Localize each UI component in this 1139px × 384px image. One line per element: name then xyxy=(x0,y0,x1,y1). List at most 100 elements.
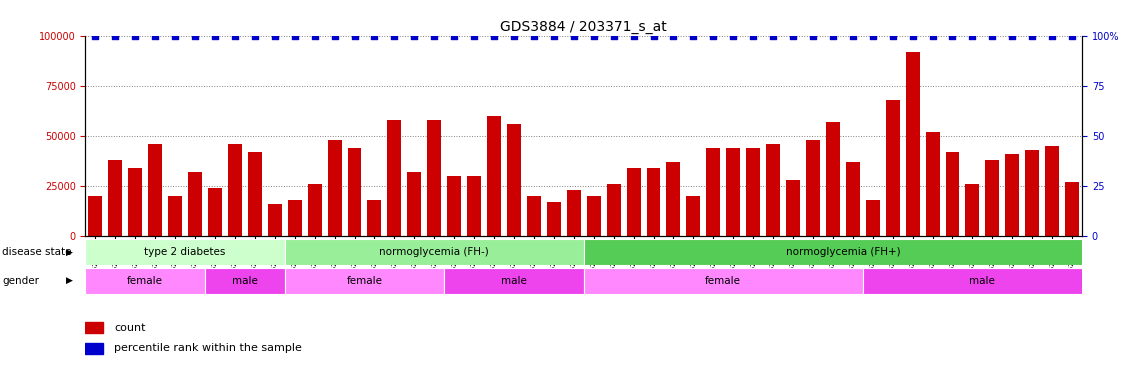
Bar xyxy=(448,176,461,236)
Text: female: female xyxy=(705,276,741,286)
Bar xyxy=(188,172,202,236)
Point xyxy=(724,33,743,40)
Bar xyxy=(228,144,241,236)
Bar xyxy=(285,268,444,294)
Point xyxy=(884,33,902,40)
Text: gender: gender xyxy=(2,276,39,286)
Bar xyxy=(328,140,342,236)
Bar xyxy=(169,196,182,236)
Text: ▶: ▶ xyxy=(66,276,73,285)
Bar xyxy=(427,120,441,236)
Bar xyxy=(208,188,222,236)
Bar xyxy=(607,184,621,236)
Bar xyxy=(129,168,142,236)
Bar xyxy=(268,204,281,236)
Bar xyxy=(547,202,560,236)
Bar xyxy=(647,168,661,236)
Point xyxy=(425,33,443,40)
Point xyxy=(1023,33,1041,40)
Bar xyxy=(567,190,581,236)
Text: female: female xyxy=(346,276,383,286)
Point xyxy=(366,33,384,40)
Point xyxy=(445,33,464,40)
Point xyxy=(146,33,164,40)
Bar xyxy=(467,176,481,236)
Point xyxy=(744,33,762,40)
Point xyxy=(924,33,942,40)
Bar xyxy=(626,168,640,236)
Bar xyxy=(1046,146,1059,236)
Bar xyxy=(587,196,600,236)
Point xyxy=(764,33,782,40)
Bar xyxy=(806,140,820,236)
Point xyxy=(226,33,244,40)
Point xyxy=(903,33,921,40)
Point xyxy=(305,33,323,40)
Point xyxy=(326,33,344,40)
Point xyxy=(525,33,543,40)
Point xyxy=(645,33,663,40)
Bar xyxy=(368,200,382,236)
Point xyxy=(126,33,145,40)
Text: male: male xyxy=(232,276,257,286)
Point xyxy=(964,33,982,40)
Bar xyxy=(866,200,879,236)
Text: disease state: disease state xyxy=(2,247,72,257)
Point xyxy=(106,33,124,40)
Text: female: female xyxy=(128,276,163,286)
Bar xyxy=(886,100,900,236)
Point xyxy=(286,33,304,40)
Title: GDS3884 / 203371_s_at: GDS3884 / 203371_s_at xyxy=(500,20,667,34)
Point xyxy=(385,33,403,40)
Bar xyxy=(387,120,401,236)
Bar xyxy=(205,268,285,294)
Bar xyxy=(308,184,321,236)
Bar xyxy=(846,162,860,236)
Bar xyxy=(248,152,262,236)
Point xyxy=(505,33,523,40)
Point xyxy=(664,33,682,40)
Point xyxy=(1043,33,1062,40)
Bar xyxy=(408,172,421,236)
Point xyxy=(206,33,224,40)
Bar xyxy=(1025,150,1039,236)
Bar xyxy=(926,132,940,236)
Text: male: male xyxy=(501,276,527,286)
Bar xyxy=(687,196,700,236)
Point xyxy=(823,33,842,40)
Point xyxy=(844,33,862,40)
Bar xyxy=(583,239,1103,265)
Text: normoglycemia (FH+): normoglycemia (FH+) xyxy=(786,247,900,257)
Bar xyxy=(906,53,919,236)
Bar xyxy=(85,343,103,354)
Bar xyxy=(767,144,780,236)
Point xyxy=(704,33,722,40)
Point xyxy=(544,33,563,40)
Bar xyxy=(148,144,162,236)
Text: ▶: ▶ xyxy=(66,247,73,257)
Point xyxy=(565,33,583,40)
Bar xyxy=(746,148,760,236)
Bar xyxy=(945,152,959,236)
Point xyxy=(624,33,642,40)
Bar xyxy=(444,268,584,294)
Point xyxy=(186,33,204,40)
Text: percentile rank within the sample: percentile rank within the sample xyxy=(114,343,302,353)
Bar xyxy=(863,268,1103,294)
Point xyxy=(345,33,363,40)
Bar xyxy=(786,180,800,236)
Point xyxy=(465,33,483,40)
Bar xyxy=(347,148,361,236)
Bar xyxy=(85,322,103,333)
Bar xyxy=(89,196,103,236)
Bar xyxy=(985,160,999,236)
Text: type 2 diabetes: type 2 diabetes xyxy=(145,247,226,257)
Bar xyxy=(285,239,583,265)
Bar xyxy=(583,268,863,294)
Text: male: male xyxy=(969,276,995,286)
Bar xyxy=(826,122,839,236)
Text: count: count xyxy=(114,323,146,333)
Bar xyxy=(507,124,521,236)
Bar xyxy=(487,116,501,236)
Point xyxy=(1003,33,1022,40)
